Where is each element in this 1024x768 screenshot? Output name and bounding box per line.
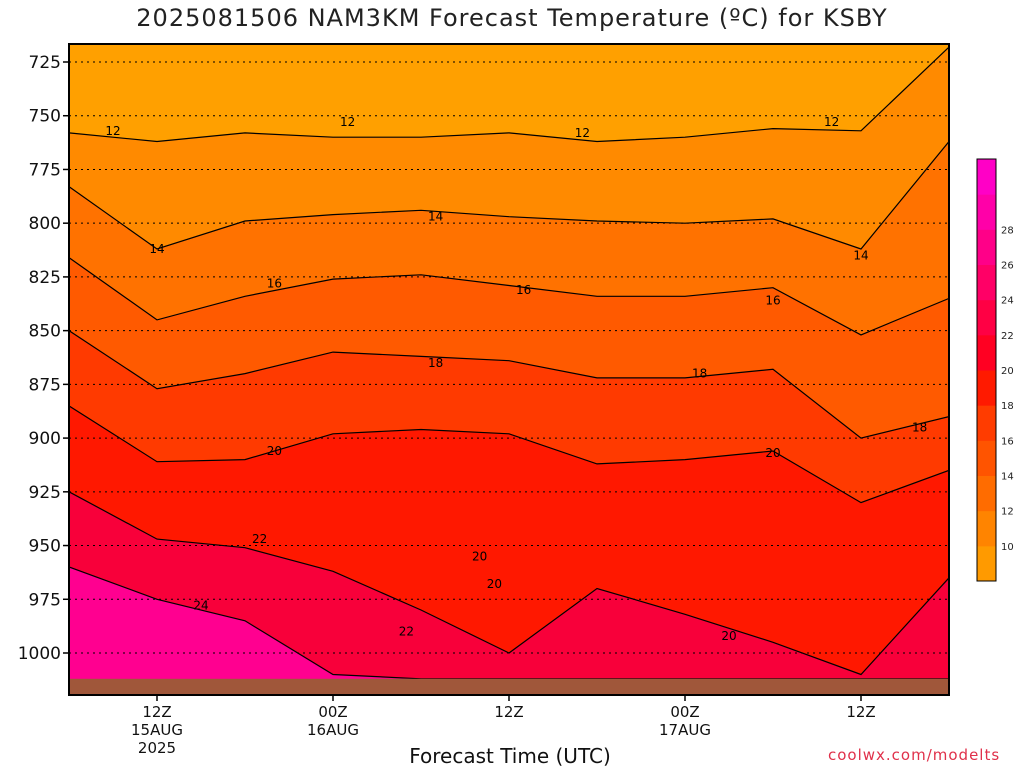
y-tick-label: 850 [29, 322, 61, 342]
contour-label: 14 [149, 242, 164, 256]
x-tick-label: 00Z [670, 703, 699, 721]
y-tick-label: 1000 [18, 644, 61, 664]
colorbar-label: 28 [1001, 225, 1014, 236]
colorbar-label: 24 [1001, 296, 1014, 307]
x-tick-label: 12Z [494, 703, 523, 721]
x-tick-label: 12Z [846, 703, 875, 721]
band-below-12 [69, 44, 949, 142]
contour-label: 16 [267, 276, 282, 290]
colorbar-label: 10 [1001, 542, 1014, 553]
colorbar-swatch [977, 475, 996, 512]
isotherm-14 [69, 141, 949, 250]
y-tick-label: 900 [29, 429, 61, 449]
contour-label: 20 [267, 444, 282, 458]
colorbar-label: 16 [1001, 436, 1014, 447]
source-credit[interactable]: coolwx.com/modelts [828, 746, 1001, 764]
contour-label: 20 [765, 446, 780, 460]
colorbar-label: 20 [1001, 366, 1014, 377]
y-tick-label: 775 [29, 160, 61, 180]
contour-label: 20 [721, 629, 736, 643]
contour-label: 20 [487, 577, 502, 591]
contour-label: 20 [472, 549, 487, 563]
contour-label: 22 [399, 625, 414, 639]
colorbar-label: 18 [1001, 401, 1014, 412]
colorbar-swatch [977, 229, 996, 265]
colorbar-label: 26 [1001, 261, 1014, 272]
colorbar-label: 12 [1001, 507, 1014, 518]
ground-surface [69, 678, 949, 695]
x-tick-label: 00Z [318, 703, 347, 721]
contour-label: 24 [193, 599, 208, 613]
chart-title: 2025081506 NAM3KM Forecast Temperature (… [136, 4, 888, 32]
colorbar-swatch [977, 510, 996, 547]
contour-label: 18 [692, 367, 707, 381]
x-tick-label: 17AUG [659, 721, 711, 739]
y-tick-label: 875 [29, 375, 61, 395]
contour-label: 18 [912, 420, 927, 434]
contour-label: 16 [765, 294, 780, 308]
y-tick-label: 975 [29, 590, 61, 610]
isotherm-16 [69, 257, 949, 336]
y-tick-label: 725 [29, 53, 61, 73]
contour-label: 14 [853, 248, 868, 262]
colorbar-swatch [977, 370, 996, 406]
y-tick-label: 925 [29, 483, 61, 503]
colorbar-legend: 10 12 14 16 18 20 22 24 26 28 [976, 158, 1014, 582]
y-axis-ticks: 725 750 775 800 825 850 875 900 925 950 975 1000 [18, 53, 69, 664]
colorbar-swatch [977, 264, 996, 301]
grid [69, 61, 949, 654]
colorbar-swatch [977, 405, 996, 441]
x-tick-label: 12Z [142, 703, 171, 721]
contour-label: 16 [516, 283, 531, 297]
x-tick-label: 15AUG [131, 721, 183, 739]
contour-label: 22 [252, 532, 267, 546]
x-axis-label: Forecast Time (UTC) [409, 744, 611, 768]
temperature-bands [69, 44, 949, 679]
colorbar-swatch [977, 194, 996, 230]
x-tick-label: 16AUG [307, 721, 359, 739]
colorbar-swatch [977, 334, 996, 371]
colorbar-swatch [977, 440, 996, 476]
y-tick-label: 800 [29, 214, 61, 234]
x-tick-label: 2025 [138, 739, 176, 757]
isotherm-12 [69, 46, 949, 143]
isotherm-18 [69, 330, 949, 439]
contour-label: 12 [340, 115, 355, 129]
contour-label: 12 [575, 126, 590, 140]
y-tick-label: 950 [29, 537, 61, 557]
colorbar-swatch [977, 545, 996, 582]
contour-label: 18 [428, 356, 443, 370]
isotherm-20 [69, 405, 949, 504]
colorbar-swatch [977, 299, 996, 336]
colorbar-frame [976, 158, 997, 582]
y-tick-label: 825 [29, 268, 61, 288]
colorbar-label: 14 [1001, 472, 1014, 483]
colorbar-swatch [977, 159, 996, 195]
colorbar-label: 22 [1001, 331, 1014, 342]
contour-label: 12 [105, 124, 120, 138]
contour-label: 12 [824, 115, 839, 129]
contour-label: 14 [428, 210, 443, 224]
y-tick-label: 750 [29, 107, 61, 127]
